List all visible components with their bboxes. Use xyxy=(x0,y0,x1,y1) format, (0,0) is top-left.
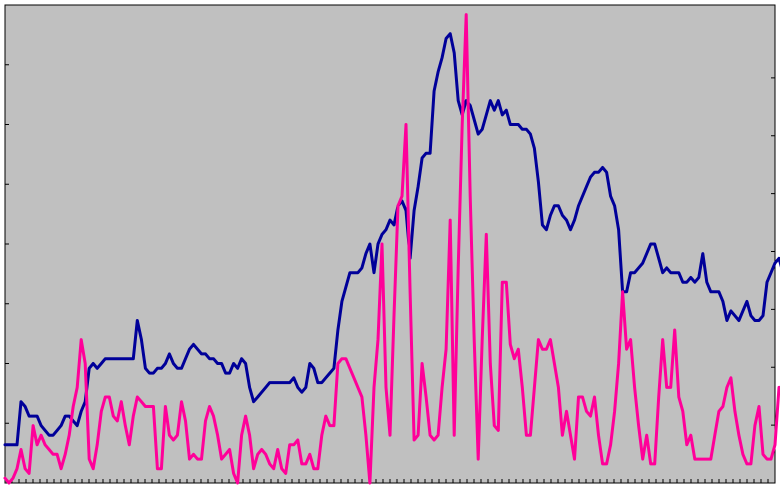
series-layer xyxy=(3,13,780,485)
y-ticks-right xyxy=(771,77,775,426)
x-ticks xyxy=(4,479,776,483)
series-line-2 xyxy=(3,13,780,485)
series-line-1 xyxy=(3,32,780,447)
y-ticks-left xyxy=(5,64,9,424)
